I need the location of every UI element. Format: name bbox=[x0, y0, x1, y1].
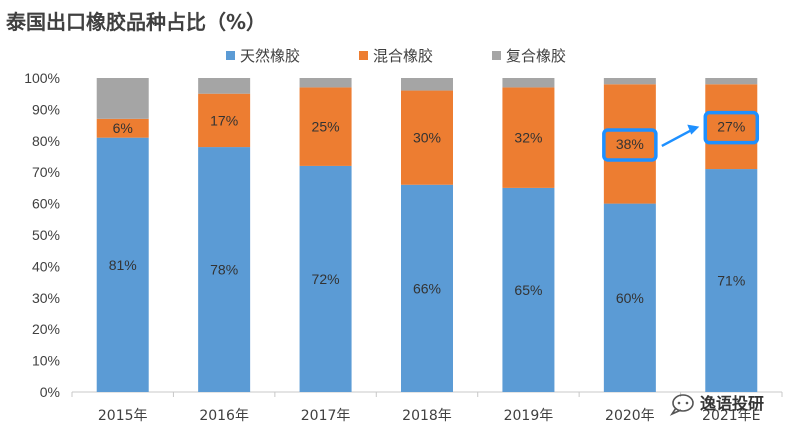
x-tick-label: 2021年E bbox=[702, 408, 760, 424]
y-tick-label: 70% bbox=[32, 164, 60, 180]
watermark: 逸语投研 bbox=[669, 394, 764, 416]
data-label: 32% bbox=[514, 130, 542, 146]
data-label: 78% bbox=[210, 262, 238, 278]
bar-segment bbox=[502, 187, 555, 392]
legend-label: 混合橡胶 bbox=[373, 47, 433, 65]
data-label: 17% bbox=[210, 112, 238, 128]
bar-segment bbox=[198, 78, 251, 94]
bar-segment bbox=[705, 78, 758, 85]
x-tick-label: 2020年 bbox=[605, 408, 655, 424]
data-label: 25% bbox=[312, 119, 340, 135]
data-label: 81% bbox=[109, 257, 137, 273]
bar-segment bbox=[96, 78, 149, 119]
y-tick-label: 20% bbox=[32, 321, 60, 337]
legend-label: 复合橡胶 bbox=[506, 47, 566, 65]
data-labels: 81% 6% 78% 17% 72% 25% 66% 30% 65% 32% 60% 38% 71% 27… bbox=[109, 112, 746, 305]
x-tick-label: 2017年 bbox=[301, 408, 351, 424]
y-tick-label: 30% bbox=[32, 290, 60, 306]
chat-bubble-icon bbox=[669, 394, 694, 416]
y-tick-label: 80% bbox=[32, 133, 60, 149]
data-label: 65% bbox=[514, 282, 542, 298]
bar-segment bbox=[299, 78, 352, 88]
data-label: 66% bbox=[413, 280, 441, 296]
x-tick-label: 2016年 bbox=[199, 408, 249, 424]
watermark-text: 逸语投研 bbox=[700, 394, 764, 413]
y-tick-label: 40% bbox=[32, 258, 60, 274]
bar-segment bbox=[299, 165, 352, 392]
bar-segment bbox=[401, 90, 453, 185]
bar-segment bbox=[299, 87, 352, 166]
bar-segment bbox=[401, 78, 453, 91]
data-label: 71% bbox=[717, 273, 745, 289]
bar-segment bbox=[401, 184, 453, 392]
bar-segment bbox=[96, 137, 149, 392]
bar-segment bbox=[198, 147, 251, 392]
y-tick-label: 60% bbox=[32, 196, 60, 212]
bar-segment bbox=[705, 169, 758, 392]
y-tick-label: 50% bbox=[32, 227, 60, 243]
x-tick-label: 2015年 bbox=[98, 408, 148, 424]
data-label: 30% bbox=[413, 130, 441, 146]
chart-title: 泰国出口橡胶品种占比（%） bbox=[5, 10, 266, 34]
arrow-line bbox=[661, 128, 693, 148]
data-label: 72% bbox=[312, 271, 340, 287]
x-tick-label: 2018年 bbox=[402, 408, 452, 424]
highlight-box bbox=[703, 110, 760, 145]
bars bbox=[96, 78, 758, 392]
y-tick-label: 10% bbox=[32, 353, 60, 369]
data-label: 6% bbox=[113, 120, 133, 136]
y-tick-label: 90% bbox=[32, 101, 60, 117]
bar-segment bbox=[198, 93, 251, 148]
bar-segment bbox=[502, 87, 555, 188]
y-tick-label: 100% bbox=[24, 70, 60, 86]
bar-segment bbox=[603, 203, 656, 392]
bar-segment bbox=[603, 78, 656, 85]
y-tick-label: 0% bbox=[40, 384, 60, 400]
legend: 天然橡胶 混合橡胶 复合橡胶 bbox=[226, 47, 566, 65]
legend-swatch bbox=[359, 51, 368, 60]
highlight-box bbox=[602, 128, 658, 162]
bar-segment bbox=[603, 84, 656, 204]
legend-swatch bbox=[226, 51, 235, 60]
highlights bbox=[602, 110, 760, 162]
bar-segment bbox=[705, 84, 758, 170]
legend-swatch bbox=[492, 51, 501, 60]
axes: 0% 10% 20% 30% 40% 50% 60% 70% 80% 90% 100% 2015年 20… bbox=[24, 70, 783, 424]
x-tick-label: 2019年 bbox=[504, 408, 554, 424]
legend-label: 天然橡胶 bbox=[240, 47, 300, 65]
bar-segment bbox=[96, 118, 149, 138]
data-label: 38% bbox=[616, 136, 644, 152]
bar-segment bbox=[502, 78, 555, 88]
arrow-head bbox=[687, 124, 700, 135]
data-label: 27% bbox=[717, 119, 745, 135]
data-label: 60% bbox=[616, 290, 644, 306]
